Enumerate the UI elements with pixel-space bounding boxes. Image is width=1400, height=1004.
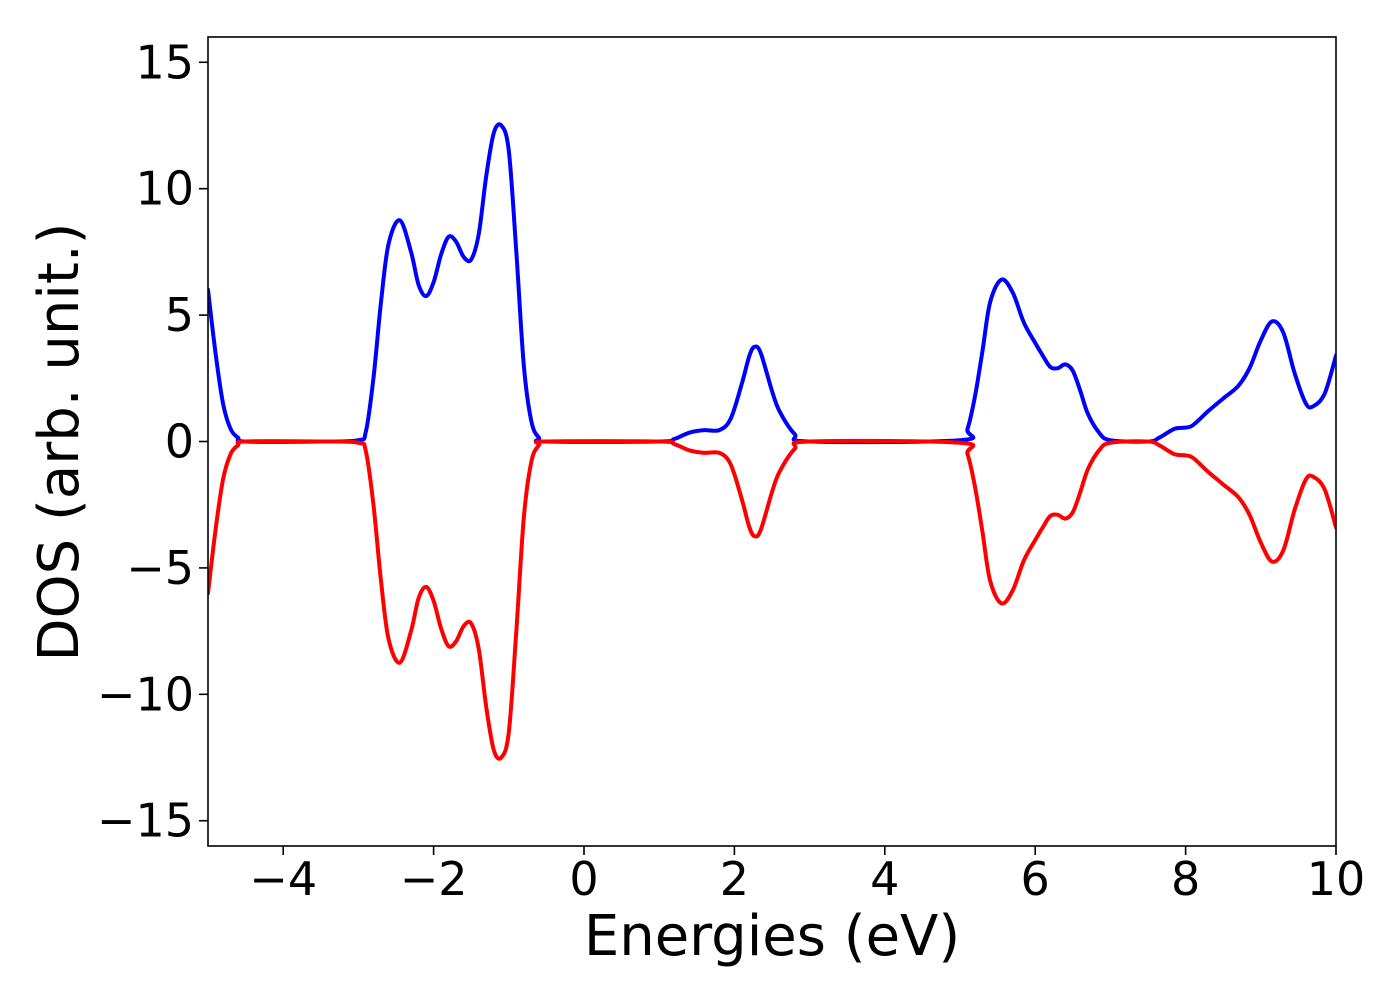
y-tick-label: 10 (135, 162, 194, 216)
x-tick-label: 6 (1021, 852, 1050, 906)
x-tick-label: 8 (1171, 852, 1200, 906)
x-tick-label: 2 (720, 852, 749, 906)
x-tick-label: 10 (1307, 852, 1366, 906)
x-tick-label: 0 (569, 852, 598, 906)
series-line-upper (208, 122, 1336, 445)
y-tick-label: −5 (126, 541, 194, 595)
x-axis: −4 −2 0 2 4 6 8 10 (249, 846, 1365, 906)
x-tick-label: 4 (870, 852, 899, 906)
y-tick-label: −15 (97, 794, 194, 848)
y-tick-label: 0 (165, 415, 194, 469)
series-line-lower (208, 438, 1336, 761)
plot-frame (207, 36, 1337, 847)
x-tick-label: −4 (249, 852, 317, 906)
series-layer (208, 122, 1336, 761)
x-axis-title: Energies (eV) (584, 904, 960, 969)
y-axis-title: DOS (arb. unit.) (27, 222, 92, 661)
y-tick-label: 5 (165, 288, 194, 342)
y-axis: 15 10 5 0 −5 −10 −15 (97, 35, 208, 848)
x-tick-label: −2 (400, 852, 468, 906)
y-tick-label: 15 (135, 35, 194, 89)
y-tick-label: −10 (97, 667, 194, 721)
